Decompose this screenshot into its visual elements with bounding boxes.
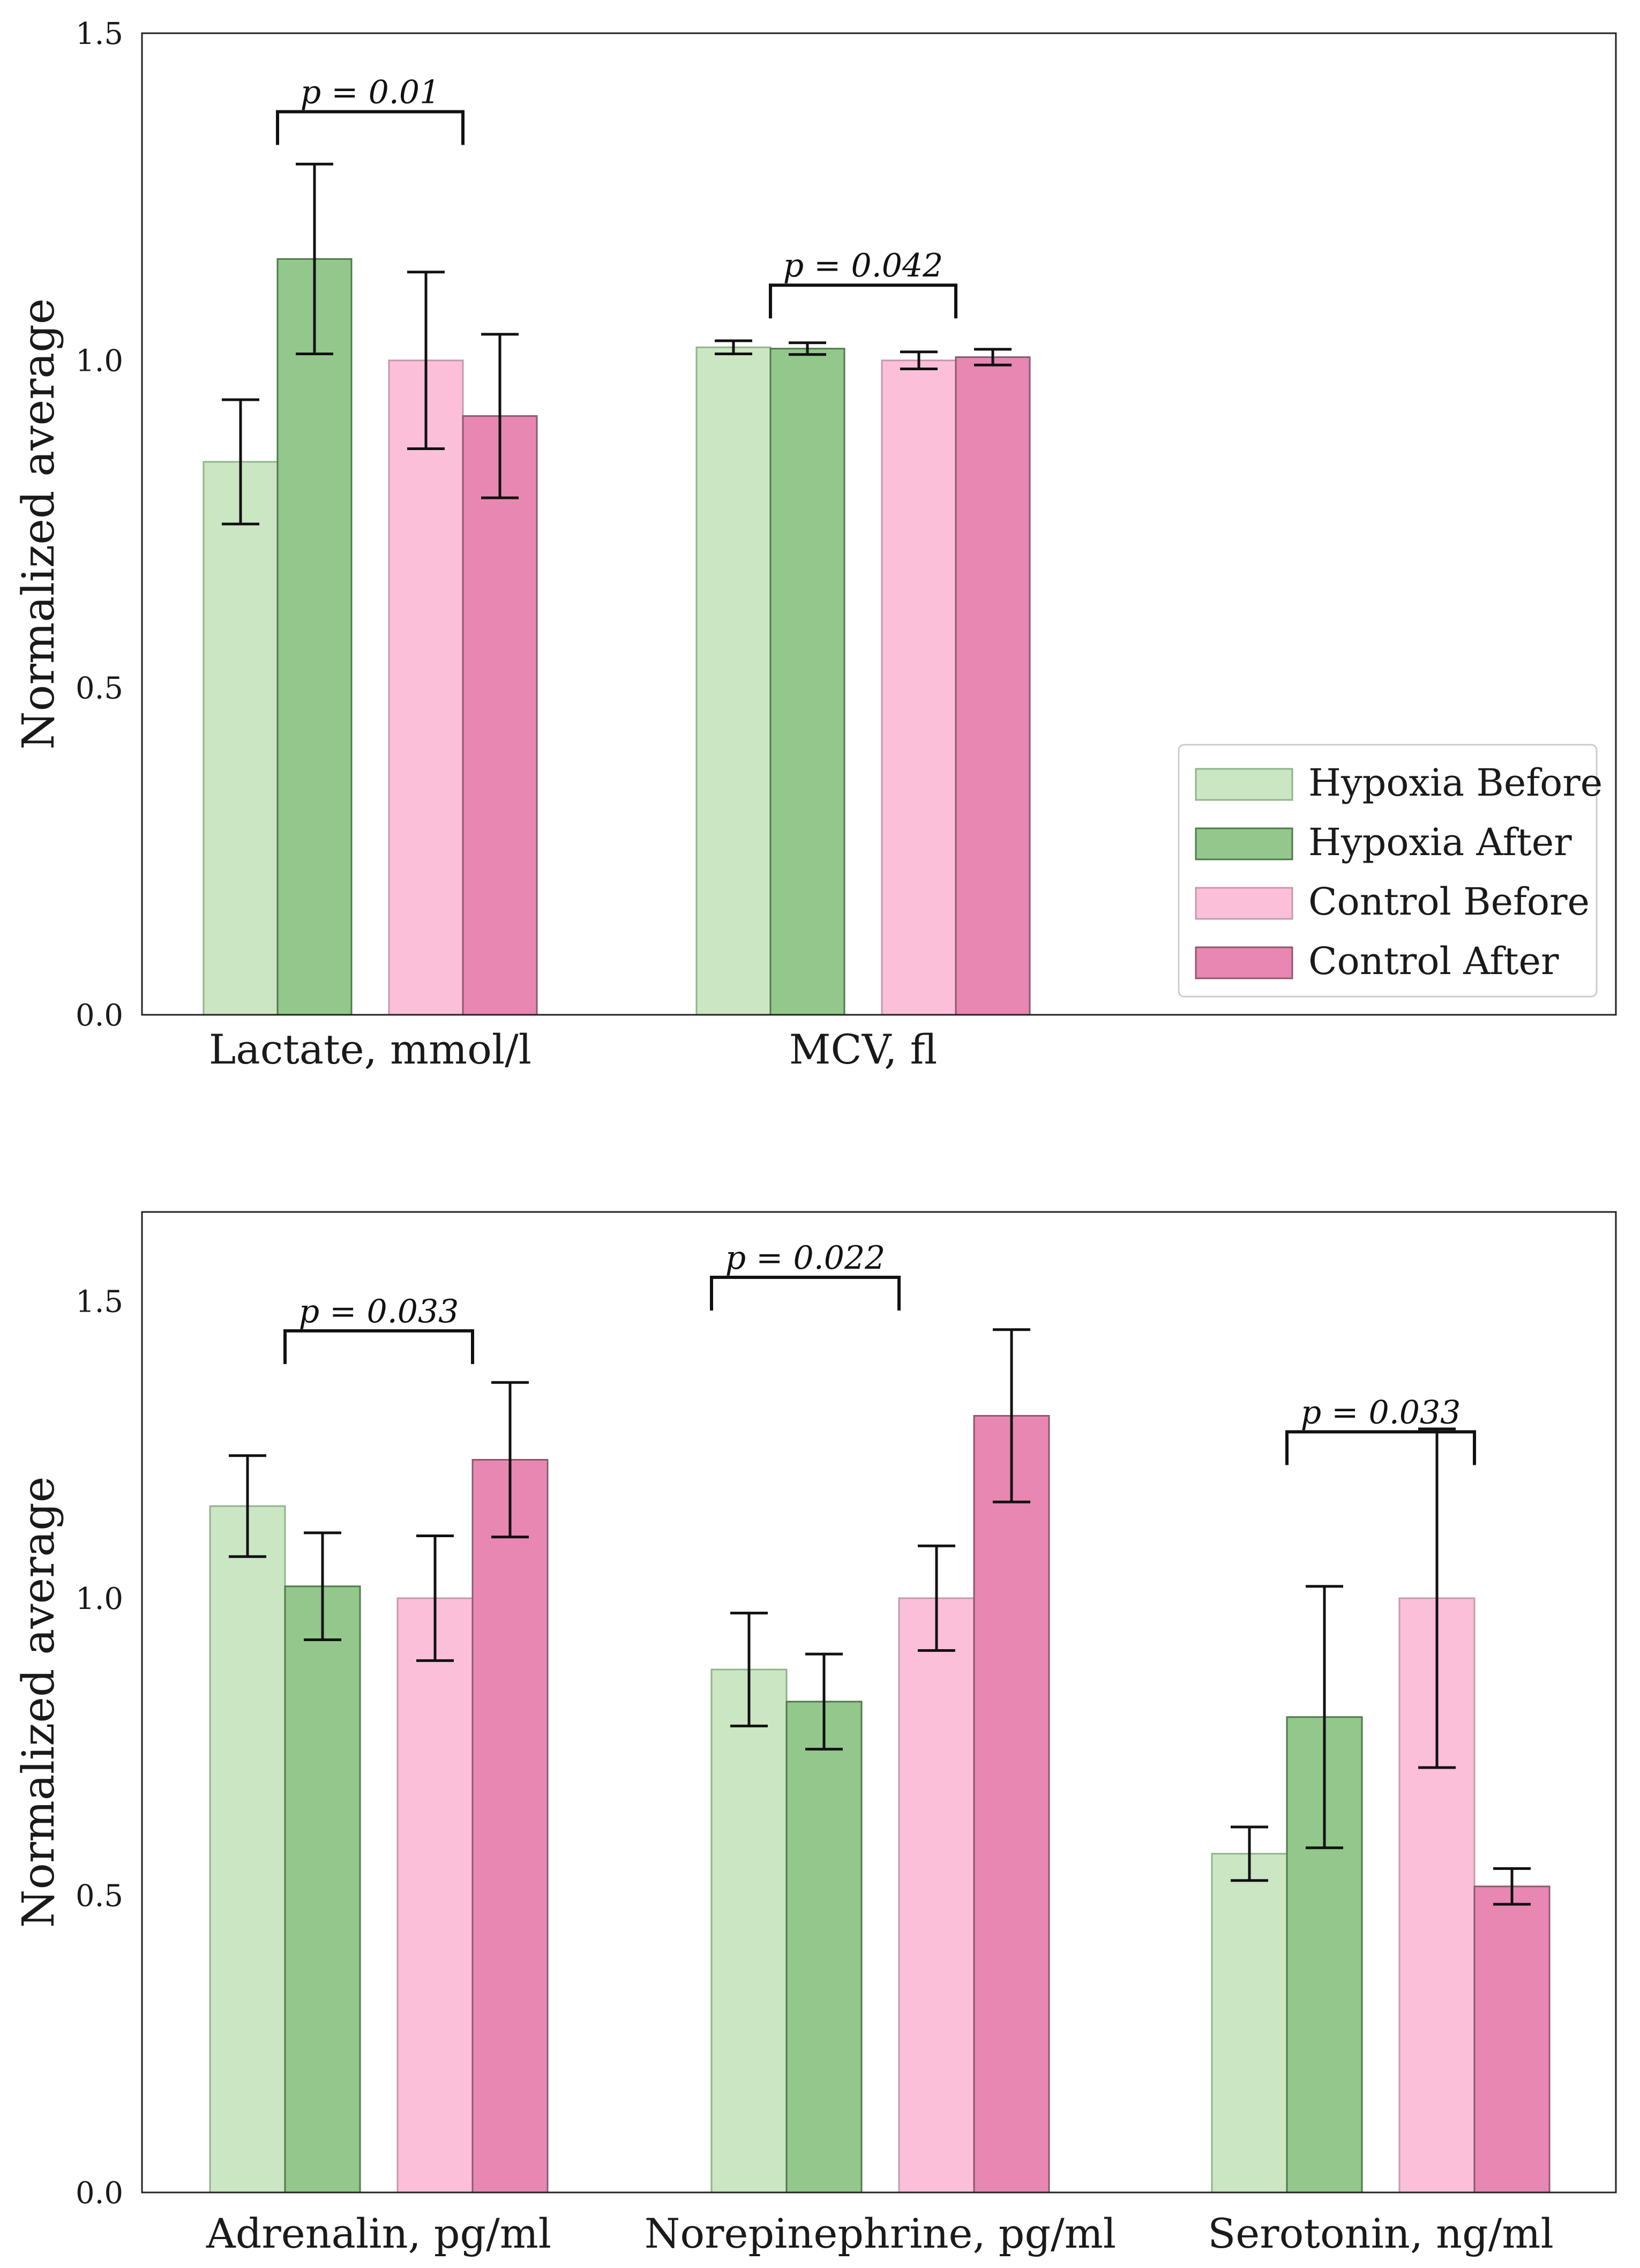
legend-swatch-control-before [1195,887,1293,920]
error-bar-control-before-2 [900,350,938,371]
significance-annotation: p = 0.033 [1285,1394,1476,1465]
category-label: Norepinephrine, pg/ml [645,2210,1116,2257]
error-bar-hypoxia-after-2 [789,341,826,356]
error-bar-control-after-1 [491,1381,529,1539]
error-bar-control-after-2 [993,1328,1030,1503]
plot-frame [141,32,1617,1016]
significance-bracket [769,283,957,319]
significance-bracket [1285,1430,1476,1465]
legend-box [1178,744,1598,998]
bar-control-after-1 [471,1458,549,2194]
legend-swatch-hypoxia-after [1195,827,1293,860]
legend-label-hypoxia-before: Hypoxia Before [1308,761,1602,805]
chart-panel-top: 0.0 0.5 1.0 1.5 Normalized average Lactate, m… [13,17,1617,1073]
category-label: Adrenalin, pg/ml [206,2210,551,2257]
legend-item-control-after: Control After [1195,939,1559,983]
bar-control-after-2 [973,1414,1050,2194]
error-bar-control-before-2 [918,1544,955,1652]
error-bar-control-after-1 [481,333,519,499]
plot-frame [141,1211,1617,2194]
bar-control-after-2 [955,356,1031,1016]
p-value-label: p = 0.033 [299,1293,459,1330]
bar-hypoxia-before-1 [203,461,279,1016]
significance-annotation: p = 0.042 [769,247,957,319]
bar-control-before-1 [396,1597,474,2194]
legend-label-hypoxia-after: Hypoxia After [1308,820,1572,864]
error-bar-hypoxia-before-1 [222,398,259,526]
bar-hypoxia-before-1 [209,1505,286,2194]
error-bar-control-before-1 [416,1534,454,1662]
category-label: MCV, fl [789,1026,938,1073]
error-bar-control-after-3 [1493,1867,1531,1906]
significance-annotation: p = 0.01 [276,74,465,145]
y-tick-label: 0.0 [76,2176,123,2211]
error-bar-hypoxia-after-3 [1306,1585,1343,1850]
bar-control-before-2 [898,1597,975,2194]
error-bar-hypoxia-after-2 [805,1652,843,1751]
significance-bracket [283,1329,474,1364]
error-bar-control-before-1 [407,271,445,451]
y-tick-label: 1.0 [76,344,123,379]
y-tick-label: 1.5 [76,1284,123,1319]
error-bar-control-after-2 [974,348,1012,366]
significance-annotation: p = 0.033 [283,1293,474,1364]
legend-item-hypoxia-after: Hypoxia After [1195,820,1572,864]
error-bar-hypoxia-before-2 [715,339,752,355]
error-bar-hypoxia-before-1 [229,1454,266,1558]
category-label: Serotonin, ng/ml [1208,2210,1554,2257]
bar-hypoxia-before-2 [710,1668,788,2194]
y-axis-label: Normalized average [13,1477,64,1928]
significance-annotation: p = 0.022 [710,1239,901,1311]
bar-hypoxia-after-2 [785,1701,863,2194]
bar-control-after-3 [1473,1885,1551,2194]
y-tick-label: 1.5 [76,17,123,51]
bar-hypoxia-before-2 [695,346,772,1016]
legend-label-control-before: Control Before [1308,880,1590,924]
p-value-label: p = 0.022 [725,1239,886,1277]
y-axis-label: Normalized average [13,298,64,750]
error-bar-hypoxia-after-1 [296,162,333,355]
legend: Hypoxia Before Hypoxia After Control Befor… [1178,744,1602,998]
error-bar-hypoxia-before-2 [730,1612,768,1727]
legend-swatch-control-after [1195,946,1293,979]
bar-hypoxia-before-3 [1211,1853,1288,2194]
bar-hypoxia-after-1 [284,1585,361,2194]
significance-bracket [276,110,465,145]
legend-label-control-after: Control After [1308,939,1559,983]
legend-item-control-before: Control Before [1195,880,1590,924]
p-value-label: p = 0.042 [783,247,943,285]
bar-hypoxia-after-1 [276,258,353,1016]
bar-control-after-1 [462,415,538,1016]
y-tick-label: 0.5 [76,1878,123,1913]
error-bar-hypoxia-before-3 [1231,1825,1268,1882]
category-label: Lactate, mmol/l [209,1026,531,1073]
p-value-label: p = 0.033 [1301,1394,1461,1431]
chart-panel-bottom: 0.0 0.5 1.0 1.5 Normalized average Adrenalin,… [13,1211,1617,2257]
bar-control-before-2 [881,360,957,1016]
legend-item-hypoxia-before: Hypoxia Before [1195,761,1602,805]
legend-swatch-hypoxia-before [1195,768,1293,801]
error-bar-control-before-3 [1418,1427,1456,1769]
y-tick-label: 1.0 [76,1582,123,1616]
significance-bracket [710,1276,901,1311]
y-tick-label: 0.5 [76,671,123,706]
p-value-label: p = 0.01 [301,74,440,111]
bar-control-before-1 [388,360,464,1016]
error-bar-hypoxia-after-1 [304,1531,341,1642]
y-tick-label: 0.0 [76,998,123,1033]
bar-hypoxia-after-2 [769,348,845,1016]
